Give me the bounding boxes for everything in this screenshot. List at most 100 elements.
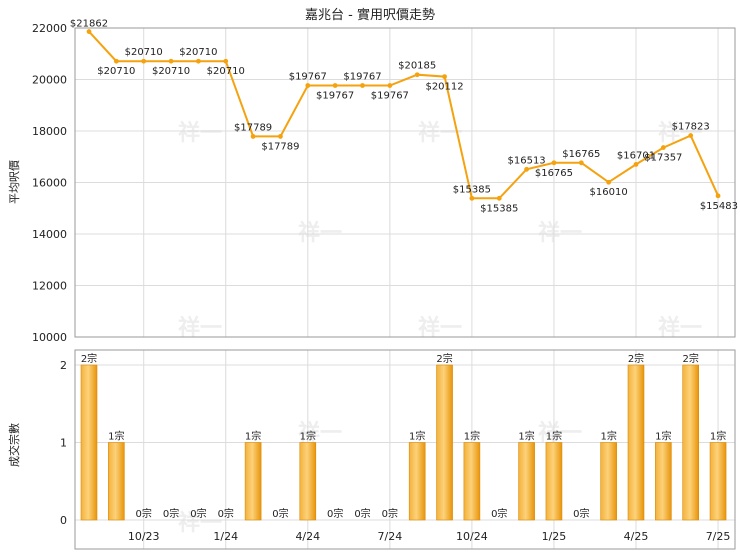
x-tick-label: 4/25	[624, 530, 649, 543]
price-point	[86, 29, 92, 34]
x-tick-label: 1/24	[213, 530, 238, 543]
price-value-label: $16010	[590, 187, 628, 198]
transaction-bar	[600, 442, 617, 521]
price-point	[688, 133, 694, 138]
transaction-bar	[436, 364, 453, 521]
line-plot-frame	[74, 27, 736, 338]
price-point	[524, 166, 529, 172]
price-value-label: $20710	[207, 66, 245, 77]
bar-value-label: 1宗	[409, 430, 425, 443]
transaction-bar	[244, 442, 262, 521]
price-point	[442, 74, 447, 80]
transaction-bar	[463, 442, 481, 521]
price-value-label: $19767	[316, 90, 354, 101]
bar-value-label: 1宗	[464, 430, 480, 443]
price-point	[141, 58, 147, 64]
watermark-text: 祥一	[538, 220, 582, 246]
watermark-text: 祥一	[298, 420, 342, 446]
price-point	[360, 83, 365, 88]
price-value-label: $20710	[152, 66, 190, 77]
price-value-label: $20112	[425, 82, 463, 93]
bar-value-label: 0宗	[491, 507, 507, 520]
price-value-label: $19767	[371, 90, 409, 101]
y-tick-label: 16000	[32, 177, 67, 190]
line-y-axis-ticks: 10000 12000 14000 16000 18000 20000 22000	[32, 22, 67, 344]
price-value-label: $16765	[562, 149, 600, 160]
bar-value-label: 0宗	[573, 507, 589, 520]
bar-value-label: 1宗	[546, 430, 562, 443]
y-tick-label: 14000	[32, 228, 67, 241]
bar-value-label: 0宗	[163, 507, 179, 520]
bar-value-label: 2宗	[81, 352, 97, 365]
y-tick-label: 1	[60, 437, 67, 450]
price-point	[606, 179, 612, 185]
transaction-bar	[408, 442, 426, 521]
transaction-bar	[518, 442, 535, 521]
price-point	[633, 162, 639, 167]
price-value-label: $16513	[508, 155, 546, 166]
watermark-text: 祥一	[178, 510, 222, 536]
bar-value-label: 2宗	[683, 352, 699, 365]
price-value-label: $20185	[398, 61, 436, 72]
y-tick-label: 10000	[32, 331, 67, 344]
price-value-label: $21862	[70, 19, 108, 30]
price-point	[250, 134, 256, 139]
price-value-label: $17789	[234, 122, 272, 133]
y-tick-label: 0	[60, 514, 67, 527]
chart-title: 嘉兆台 - 實用呎價走勢	[305, 7, 435, 23]
price-point	[578, 160, 584, 166]
transaction-bar	[80, 364, 98, 521]
bar-value-label: 0宗	[136, 507, 152, 520]
watermark-text: 祥一	[178, 120, 222, 146]
price-value-label: $15385	[453, 184, 491, 195]
x-tick-label: 1/25	[542, 530, 567, 543]
bar-value-label: 0宗	[382, 507, 398, 520]
price-value-label: $17789	[261, 141, 299, 152]
line-series: $21862 $20710 $20710 $20710 $20710 $20710 $177…	[70, 19, 738, 215]
price-point	[387, 83, 393, 88]
bar-plot-frame	[74, 349, 736, 550]
price-value-label: $15385	[480, 203, 518, 214]
x-tick-label: 4/24	[295, 530, 320, 543]
price-point	[414, 72, 420, 78]
transaction-bar	[627, 364, 645, 521]
y-tick-label: 2	[60, 359, 67, 372]
bar-value-label: 0宗	[354, 507, 370, 520]
bar-y-axis-title: 成交宗數	[7, 423, 21, 467]
price-point	[496, 195, 502, 201]
price-point	[305, 83, 311, 88]
price-value-label: $17823	[672, 122, 710, 133]
bar-value-label: 0宗	[190, 507, 206, 520]
price-point	[223, 58, 229, 64]
price-value-label: $15483	[700, 201, 738, 212]
y-tick-label: 18000	[32, 125, 67, 138]
transaction-bar	[682, 364, 700, 521]
y-tick-label: 20000	[32, 74, 67, 87]
bar-value-label: 1宗	[300, 430, 316, 443]
x-tick-label: 10/23	[128, 530, 160, 543]
transaction-bar	[709, 442, 727, 521]
transaction-bar	[108, 442, 125, 521]
price-point	[113, 58, 119, 64]
price-point	[168, 58, 174, 64]
bar-value-label: 1宗	[655, 430, 671, 443]
price-point	[278, 134, 283, 139]
x-tick-label: 7/24	[377, 530, 402, 543]
x-tick-label: 10/24	[456, 530, 488, 543]
price-point	[332, 83, 338, 88]
transaction-bar	[655, 442, 672, 521]
price-value-label: $17357	[644, 153, 682, 164]
bar-value-label: 1宗	[245, 430, 261, 443]
transaction-bar	[299, 442, 317, 521]
price-value-label: $16701	[617, 150, 655, 161]
bar-value-label: 1宗	[600, 430, 616, 443]
x-axis-ticks: 10/23 1/24 4/24 7/24 10/24 1/25 4/25 7/25	[128, 530, 731, 543]
price-point	[196, 58, 201, 64]
y-tick-label: 22000	[32, 22, 67, 35]
bar-value-label: 1宗	[108, 430, 124, 443]
price-point	[715, 193, 721, 199]
y-tick-label: 12000	[32, 280, 67, 293]
bar-value-label: 1宗	[710, 430, 726, 443]
